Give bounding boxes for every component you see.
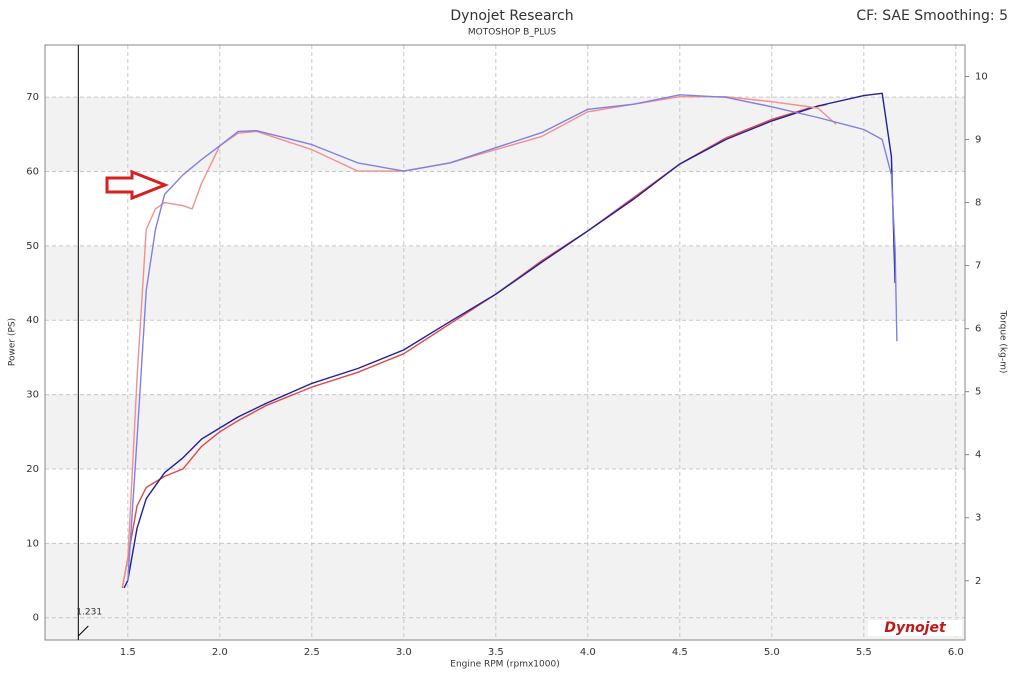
y2-tick-label: 10	[975, 72, 988, 83]
bands	[45, 97, 965, 640]
y-tick-label: 30	[26, 390, 39, 401]
x-tick-label: 2.5	[304, 647, 320, 658]
x-tick-label: 5.5	[856, 647, 872, 658]
band	[45, 543, 965, 618]
x-tick-label: 5.0	[764, 647, 780, 658]
series-line	[121, 96, 837, 588]
x-tick-label: 4.0	[580, 647, 596, 658]
settings-text: CF: SAE Smoothing: 5	[856, 8, 1008, 24]
chart-subtitle: MOTOSHOP B_PLUS	[468, 28, 557, 38]
y2-tick-label: 7	[975, 261, 981, 272]
y2-tick-label: 9	[975, 135, 981, 146]
y2-tick-label: 6	[975, 324, 981, 335]
y2-tick-label: 8	[975, 198, 981, 209]
plot-frame	[44, 44, 966, 641]
chart-title: Dynojet Research	[450, 8, 573, 24]
band	[45, 617, 965, 640]
y2-axis-title: Torque (kg-m)	[998, 310, 1008, 374]
cursor-pointer	[77, 625, 89, 637]
band	[45, 97, 965, 172]
y-axis-title: Power (PS)	[8, 318, 18, 366]
x-axis-title: Engine RPM (rpmx1000)	[450, 660, 559, 670]
grid	[45, 45, 965, 640]
x-tick-label: 1.5	[120, 647, 136, 658]
band	[45, 245, 965, 321]
arrow-annotation	[105, 169, 170, 201]
cursor-label: 1.231	[76, 608, 102, 618]
x-tick-label: 3.0	[396, 647, 412, 658]
x-tick-label: 2.0	[212, 647, 228, 658]
y2-tick-label: 3	[975, 513, 981, 524]
series-line	[127, 94, 898, 581]
lines	[121, 92, 898, 589]
y-tick-label: 60	[26, 166, 39, 177]
x-tick-label: 4.5	[672, 647, 688, 658]
y-tick-label: 50	[26, 241, 39, 252]
y-tick-label: 10	[26, 538, 39, 549]
x-tick-label: 3.5	[488, 647, 504, 658]
logo-box	[868, 620, 962, 636]
series-line	[123, 92, 896, 589]
y2-tick-label: 2	[975, 576, 981, 587]
logo: Dynojet	[884, 620, 947, 636]
y-tick-label: 0	[33, 613, 39, 624]
y2-tick-label: 5	[975, 387, 981, 398]
band	[45, 394, 965, 469]
y-tick-label: 40	[26, 315, 39, 326]
x-tick-label: 6.0	[948, 647, 964, 658]
y2-tick-label: 4	[975, 450, 981, 461]
y-tick-label: 20	[26, 464, 39, 475]
y-tick-label: 70	[26, 92, 39, 103]
